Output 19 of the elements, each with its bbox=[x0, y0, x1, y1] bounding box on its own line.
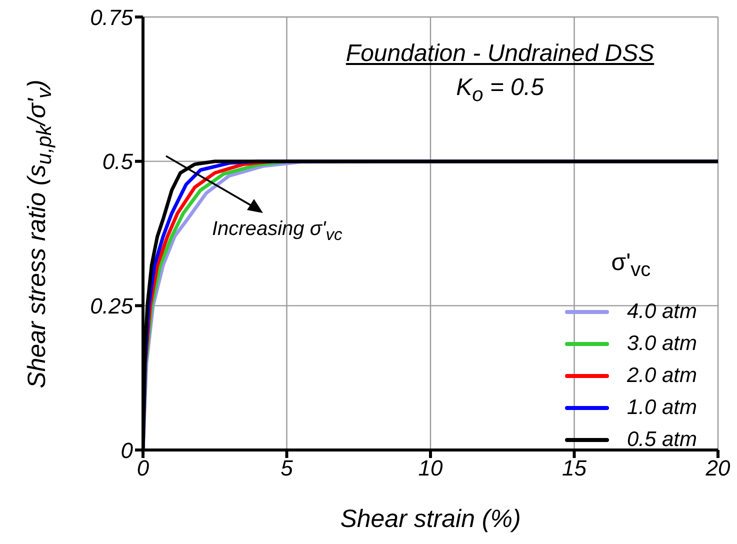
legend-title: σ'$_{vc}$ bbox=[610, 249, 652, 282]
text: K$_{o}$ = 0.5 bbox=[455, 74, 545, 107]
x-tick-label: 0 bbox=[136, 456, 150, 481]
y-tick-label: 0.25 bbox=[90, 293, 134, 318]
x-tick-label: 20 bbox=[704, 456, 731, 481]
x-tick-label: 15 bbox=[562, 456, 588, 481]
y-tick-label: 0.5 bbox=[102, 149, 134, 174]
y-tick-label: 0.75 bbox=[90, 4, 134, 30]
legend-label: 2.0 atm bbox=[626, 364, 697, 388]
legend-label: 0.5 atm bbox=[626, 428, 697, 452]
annotation: Increasing σ'$_{vc}$ bbox=[212, 218, 342, 245]
x-tick-label: 5 bbox=[280, 456, 294, 481]
x-tick-label: 10 bbox=[418, 456, 444, 481]
legend-label: 1.0 atm bbox=[626, 396, 697, 420]
y-tick-label: 0 bbox=[120, 438, 134, 463]
x-axis-title: Shear strain (%) bbox=[339, 505, 522, 534]
legend-label: 4.0 atm bbox=[626, 300, 697, 324]
text: Foundation - Undrained DSS bbox=[344, 40, 656, 68]
legend-label: 3.0 atm bbox=[626, 332, 697, 356]
